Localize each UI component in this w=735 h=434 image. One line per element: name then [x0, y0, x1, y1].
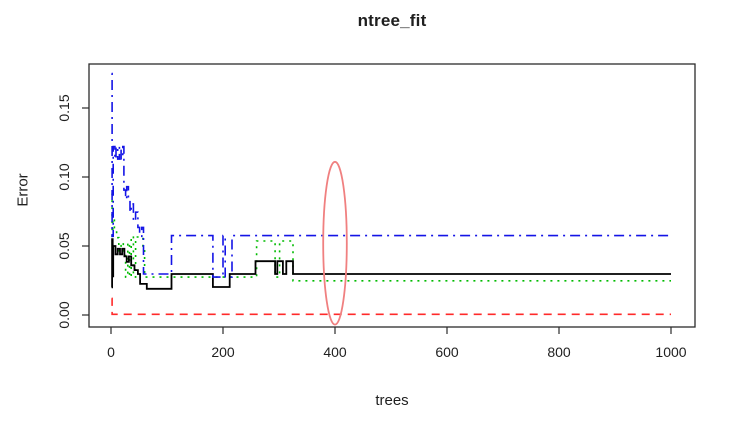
x-tick-label: 600 — [435, 344, 459, 360]
x-tick-label: 1000 — [655, 344, 686, 360]
series-red-dashed — [111, 297, 671, 316]
x-tick-label: 0 — [107, 344, 115, 360]
y-tick-label: 0.00 — [56, 301, 72, 328]
y-axis-label: Error — [14, 173, 32, 207]
x-tick-label: 400 — [323, 344, 347, 360]
x-tick-label: 200 — [211, 344, 235, 360]
chart-title: ntree_fit — [357, 11, 427, 30]
y-tick-label: 0.05 — [56, 232, 72, 259]
y-tick-label: 0.10 — [56, 163, 72, 190]
plot-box — [88, 63, 696, 328]
series-blue-dotdash — [111, 72, 671, 278]
x-tick-label: 800 — [547, 344, 571, 360]
x-axis-label: trees — [375, 392, 409, 409]
annotation-ellipse — [322, 160, 348, 326]
y-tick-label: 0.15 — [56, 94, 72, 121]
series-black-solid-oob — [111, 238, 671, 290]
series-green-dotted — [111, 192, 671, 282]
